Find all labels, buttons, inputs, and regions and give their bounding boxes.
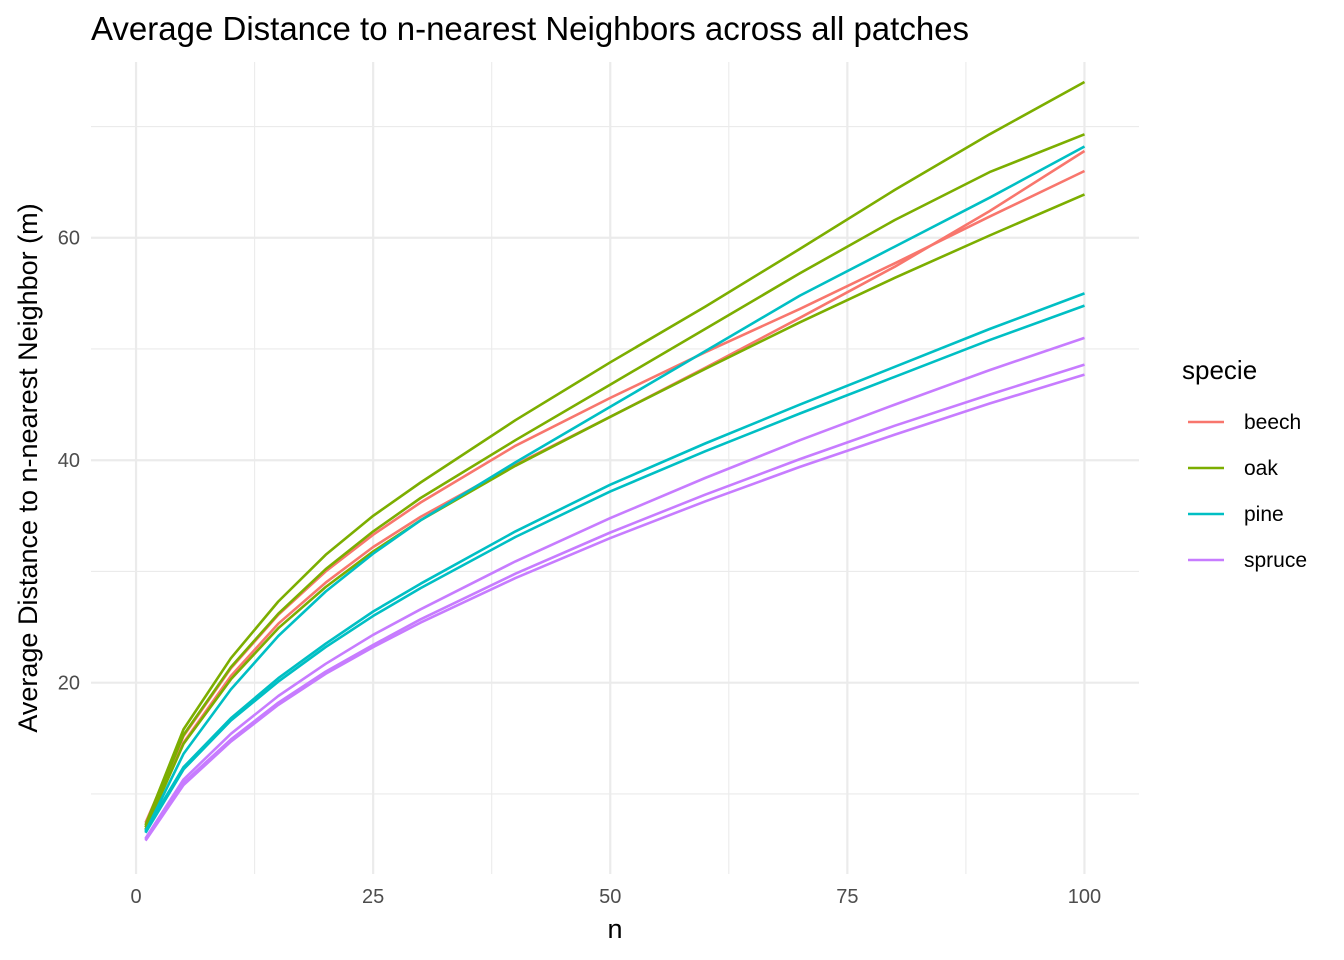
x-axis-ticks: 0 25 50 75 100 bbox=[130, 886, 1101, 908]
x-tick-label: 0 bbox=[130, 886, 141, 908]
series-line-oak bbox=[144, 193, 1086, 831]
legend-label: pine bbox=[1244, 503, 1284, 526]
legend-item-beech: beech bbox=[1188, 411, 1301, 434]
y-axis-ticks: 20 40 60 bbox=[58, 228, 80, 695]
chart-title: Average Distance to n-nearest Neighbors … bbox=[91, 10, 969, 47]
series-line-spruce bbox=[144, 363, 1085, 841]
legend-item-pine: pine bbox=[1188, 503, 1284, 526]
series-lines bbox=[144, 80, 1086, 842]
x-tick-label: 25 bbox=[362, 886, 384, 908]
legend: specie beech oak pine spruce bbox=[1182, 355, 1307, 572]
series-line-pine bbox=[144, 292, 1085, 832]
y-tick-label: 40 bbox=[58, 450, 80, 472]
series-line-spruce bbox=[144, 336, 1085, 840]
legend-title: specie bbox=[1182, 355, 1257, 385]
grid bbox=[91, 62, 1139, 874]
legend-label: beech bbox=[1244, 411, 1301, 434]
legend-label: spruce bbox=[1244, 549, 1307, 572]
y-axis-title: Average Distance to n-nearest Neighbor (… bbox=[13, 203, 43, 732]
x-tick-label: 50 bbox=[599, 886, 621, 908]
legend-item-oak: oak bbox=[1188, 457, 1278, 480]
y-tick-label: 20 bbox=[58, 673, 80, 695]
series-line-beech bbox=[144, 169, 1086, 824]
series-line-oak bbox=[144, 133, 1085, 828]
x-tick-label: 100 bbox=[1068, 886, 1101, 908]
y-tick-label: 60 bbox=[58, 228, 80, 250]
series-line-pine bbox=[144, 304, 1085, 834]
x-tick-label: 75 bbox=[836, 886, 858, 908]
legend-item-spruce: spruce bbox=[1188, 549, 1307, 572]
legend-label: oak bbox=[1244, 457, 1278, 480]
x-axis-title: n bbox=[607, 914, 622, 944]
series-line-oak bbox=[144, 80, 1086, 826]
series-line-spruce bbox=[144, 373, 1085, 842]
series-line-pine bbox=[144, 145, 1086, 833]
